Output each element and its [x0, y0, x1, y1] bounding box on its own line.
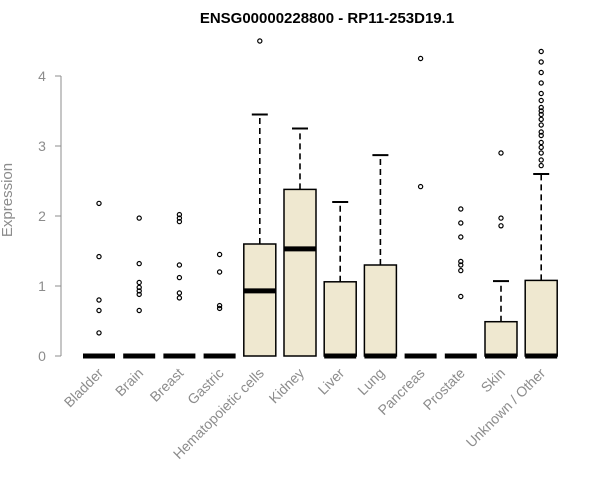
box-brain: [123, 215, 156, 359]
y-tick-label: 3: [38, 138, 46, 154]
x-tick-label: Brain: [112, 365, 146, 399]
box-body: [283, 188, 317, 357]
x-tick-label: Breast: [147, 365, 187, 405]
outlier-point: [498, 223, 504, 229]
outlier-point: [216, 305, 223, 312]
outlier-point: [538, 144, 544, 151]
box-skin: [484, 150, 518, 359]
outlier-point: [176, 211, 183, 218]
outlier-point: [417, 183, 424, 190]
x-tick-label: Skin: [478, 365, 509, 396]
outlier-point: [96, 253, 102, 260]
y-axis: 0 1 2 3 4: [38, 68, 62, 364]
outlier-point: [538, 80, 544, 86]
outlier-point: [257, 38, 263, 44]
outlier-point: [538, 108, 544, 114]
box-body: [524, 279, 558, 357]
box-gastric: [203, 251, 236, 359]
outlier-point: [538, 90, 544, 97]
x-tick-label: Kidney: [266, 365, 308, 407]
outlier-point: [176, 262, 183, 268]
box-bladder: [83, 200, 115, 359]
box-lung: [363, 154, 398, 359]
outlier-point: [538, 139, 544, 146]
y-tick-label: 4: [38, 68, 46, 84]
outlier-point: [176, 274, 183, 281]
outlier-point: [538, 111, 544, 118]
outlier-point: [136, 260, 142, 267]
outlier-point: [538, 157, 544, 163]
box-kidney: [283, 127, 317, 357]
x-tick-label: Prostate: [420, 365, 468, 413]
outlier-point: [96, 330, 102, 336]
chart-title: ENSG00000228800 - RP11-253D19.1: [200, 10, 454, 27]
outlier-point: [96, 297, 102, 303]
box-breast: [163, 211, 196, 359]
outlier-point: [538, 162, 544, 169]
box-prostate: [444, 206, 477, 359]
outlier-point: [136, 215, 142, 221]
box-body: [323, 281, 357, 357]
outlier-point: [538, 116, 544, 123]
outlier-point: [136, 279, 142, 286]
outlier-point: [458, 234, 464, 240]
box-body: [484, 320, 518, 357]
x-tick-label: Liver: [315, 365, 348, 398]
outlier-point: [538, 59, 544, 65]
outlier-point: [176, 295, 183, 301]
outlier-point: [176, 215, 183, 221]
y-tick-label: 2: [38, 208, 46, 224]
outlier-point: [498, 215, 504, 221]
outlier-point: [538, 104, 544, 111]
y-tick-label: 1: [38, 278, 46, 294]
outlier-point: [136, 284, 142, 291]
outlier-point: [176, 290, 183, 296]
outlier-point: [136, 307, 142, 314]
outlier-point: [538, 97, 544, 104]
box-hematopoietic-cells: [243, 38, 277, 357]
outlier-point: [538, 132, 544, 139]
boxes: [83, 38, 558, 359]
x-tick-label: Lung: [354, 365, 387, 398]
outlier-point: [538, 150, 544, 156]
outlier-point: [538, 129, 544, 135]
outlier-point: [96, 200, 102, 207]
outlier-point: [458, 258, 464, 265]
outlier-point: [216, 269, 223, 275]
outlier-point: [498, 150, 504, 156]
outlier-point: [458, 262, 464, 268]
outlier-point: [417, 55, 424, 62]
box-body: [243, 243, 277, 357]
outlier-point: [458, 206, 464, 212]
y-tick-label: 0: [38, 348, 46, 364]
x-tick-label: Bladder: [61, 365, 107, 411]
outlier-point: [136, 291, 142, 298]
outlier-point: [176, 218, 183, 225]
outlier-point: [136, 288, 142, 294]
outlier-point: [458, 293, 464, 300]
box-liver: [323, 201, 357, 359]
outlier-point: [96, 307, 102, 314]
y-axis-label: Expression: [0, 163, 16, 237]
outlier-point: [538, 48, 544, 55]
outlier-point: [538, 69, 544, 76]
outlier-point: [216, 302, 223, 309]
box-unknown-other: [524, 48, 558, 359]
outlier-point: [216, 251, 223, 258]
outlier-point: [458, 267, 464, 274]
outlier-point: [458, 220, 464, 226]
box-pancreas: [404, 55, 437, 359]
outlier-point: [538, 122, 544, 128]
box-body: [363, 264, 398, 357]
